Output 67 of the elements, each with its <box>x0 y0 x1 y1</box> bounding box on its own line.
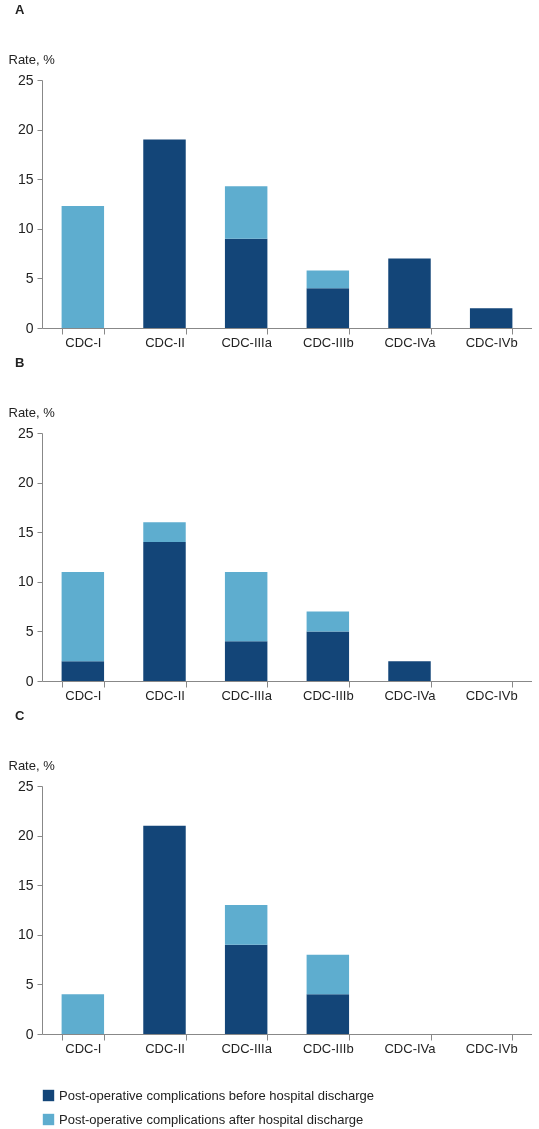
x-tick-label: CDC-IIIa <box>221 687 273 703</box>
bar <box>306 288 350 328</box>
y-tick-label: 10 <box>17 573 34 590</box>
x-tick-label: CDC-II <box>145 334 185 350</box>
x-tick-label: CDC-IVa <box>384 1040 437 1056</box>
x-tick-label: CDC-IIIb <box>303 1040 354 1056</box>
bar <box>224 905 268 945</box>
x-tick-label: CDC-I <box>65 1040 102 1056</box>
y-tick-label: 0 <box>25 672 34 689</box>
bar <box>61 661 105 681</box>
y-tick-label: 0 <box>25 319 34 336</box>
bar <box>388 661 431 681</box>
y-tick-label: 20 <box>17 827 34 844</box>
y-tick-label: 5 <box>25 975 34 992</box>
chart-title: A <box>15 2 25 17</box>
y-tick-label: 0 <box>25 1025 34 1042</box>
y-tick-label: 20 <box>17 474 34 491</box>
legend-label: Post-operative complications before hospital discharge <box>59 1087 375 1103</box>
y-tick-label: 25 <box>17 777 34 794</box>
bar <box>143 825 186 1034</box>
x-tick-label: CDC-IVb <box>465 1040 518 1056</box>
bar <box>61 205 105 328</box>
y-tick-label: 15 <box>17 876 34 893</box>
y-tick-label: 5 <box>25 622 34 639</box>
x-tick-label: CDC-I <box>65 687 102 703</box>
bar <box>224 641 268 681</box>
x-tick-label: CDC-II <box>145 687 185 703</box>
x-tick-label: CDC-IIIa <box>221 334 273 350</box>
bar <box>224 944 268 1034</box>
y-tick-label: 20 <box>17 121 34 138</box>
bar <box>469 308 513 328</box>
y-tick-label: 5 <box>25 269 34 286</box>
bar <box>306 270 350 289</box>
legend-label: Post-operative complications after hospital discharge <box>59 1111 364 1127</box>
x-tick-label: CDC-II <box>145 1040 185 1056</box>
bar <box>306 994 350 1034</box>
y-tick-label: 10 <box>17 926 34 943</box>
y-axis-title: Rate, % <box>8 757 56 773</box>
x-tick-label: CDC-IIIb <box>303 334 354 350</box>
y-tick-label: 25 <box>17 71 34 88</box>
bar <box>224 571 268 642</box>
bar <box>388 258 431 328</box>
x-tick-label: CDC-IIIb <box>303 687 354 703</box>
y-tick-label: 15 <box>17 523 34 540</box>
bar <box>224 186 268 239</box>
x-tick-label: CDC-I <box>65 334 102 350</box>
chart-title: C <box>15 708 25 723</box>
x-tick-label: CDC-IVb <box>465 687 518 703</box>
y-tick-label: 15 <box>17 170 34 187</box>
x-tick-label: CDC-IVb <box>465 334 518 350</box>
y-axis-title: Rate, % <box>8 404 56 420</box>
bar <box>61 571 105 662</box>
y-tick-label: 25 <box>17 424 34 441</box>
bar <box>61 994 105 1034</box>
bar <box>306 611 350 632</box>
y-axis-title: Rate, % <box>8 51 56 67</box>
bar <box>306 954 350 995</box>
chart-title: B <box>15 355 25 370</box>
bar <box>143 542 186 681</box>
x-tick-label: CDC-IVa <box>384 687 437 703</box>
x-tick-label: CDC-IVa <box>384 334 437 350</box>
y-tick-label: 10 <box>17 220 34 237</box>
bar <box>143 139 186 328</box>
bar <box>306 631 350 681</box>
bar <box>224 238 268 328</box>
x-tick-label: CDC-IIIa <box>221 1040 273 1056</box>
bar <box>143 522 186 543</box>
